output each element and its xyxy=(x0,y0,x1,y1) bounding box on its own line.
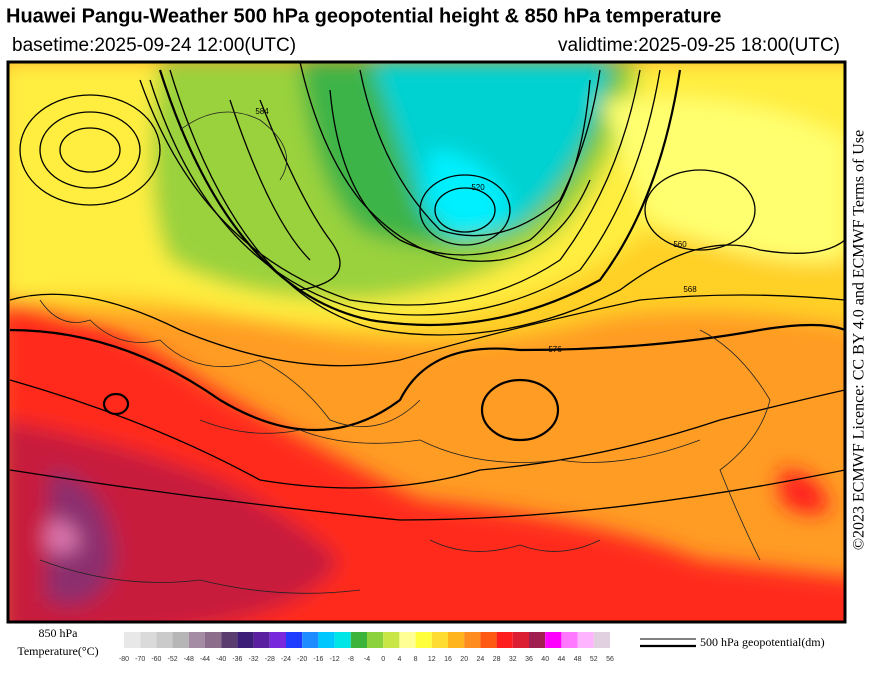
colorbar-swatch xyxy=(529,632,546,648)
colorbar-label: 12 xyxy=(428,656,436,663)
colorbar-swatch xyxy=(480,632,497,648)
colorbar-swatch xyxy=(205,632,222,648)
colorbar-swatch xyxy=(464,632,481,648)
colorbar-label: -32 xyxy=(249,656,259,663)
colorbar-swatch xyxy=(350,632,367,648)
colorbar-swatch xyxy=(253,632,270,648)
colorbar-swatch xyxy=(156,632,173,648)
colorbar-label: 20 xyxy=(460,656,468,663)
legend-title: 850 hPa xyxy=(39,626,79,640)
colorbar-swatch xyxy=(140,632,157,648)
colorbar-label: -4 xyxy=(364,656,370,663)
contour-label: 584 xyxy=(255,107,269,116)
contour-label: 568 xyxy=(683,285,697,294)
colorbar-swatch xyxy=(577,632,594,648)
colorbar-label: 36 xyxy=(525,656,533,663)
colorbar-label: 32 xyxy=(509,656,517,663)
colorbar-swatch xyxy=(124,632,141,648)
colorbar-label: -20 xyxy=(297,656,307,663)
colorbar-swatch xyxy=(415,632,432,648)
contour-labels: 520 568 576 584 560 xyxy=(255,107,697,354)
colorbar-label: 52 xyxy=(590,656,598,663)
colorbar-swatch xyxy=(221,632,238,648)
colorbar-label: 48 xyxy=(574,656,582,663)
colorbar-swatch xyxy=(545,632,562,648)
colorbar-swatch xyxy=(367,632,384,648)
colorbar-swatch xyxy=(318,632,335,648)
colorbar-label: 24 xyxy=(477,656,485,663)
colorbar-swatch xyxy=(496,632,513,648)
colorbar-swatch xyxy=(302,632,319,648)
colorbar-swatch xyxy=(448,632,465,648)
basetime: basetime:2025-09-24 12:00(UTC) xyxy=(12,35,296,56)
colorbar-swatch xyxy=(286,632,303,648)
contour-label: 560 xyxy=(673,240,687,249)
colorbar-label: -48 xyxy=(184,656,194,663)
colorbar-label: -16 xyxy=(313,656,323,663)
colorbar-label: 28 xyxy=(493,656,501,663)
colorbar-label: 16 xyxy=(444,656,452,663)
licence: ©2023 ECMWF Licence: CC BY 4.0 and ECMWF… xyxy=(851,130,868,550)
legend-title: Temperature(°C) xyxy=(17,644,98,658)
colorbar-label: 56 xyxy=(606,656,614,663)
legend-line-label: 500 hPa geopotential(dm) xyxy=(700,635,825,649)
colorbar-swatch xyxy=(269,632,286,648)
colorbar-swatch xyxy=(172,632,189,648)
colorbar-label: -24 xyxy=(281,656,291,663)
colorbar-label: 8 xyxy=(414,656,418,663)
colorbar-swatch xyxy=(431,632,448,648)
colorbar-label: -52 xyxy=(168,656,178,663)
colorbar-label: -80 xyxy=(119,656,129,663)
colorbar-swatch xyxy=(512,632,529,648)
colorbar-swatch xyxy=(237,632,254,648)
colorbar-label: 0 xyxy=(381,656,385,663)
colorbar-swatch xyxy=(383,632,400,648)
colorbar-swatch xyxy=(334,632,351,648)
contour-label: 576 xyxy=(548,345,562,354)
colorbar-label: -40 xyxy=(216,656,226,663)
colorbar-label: 40 xyxy=(541,656,549,663)
map-area: 520 568 576 584 560 xyxy=(8,62,845,622)
colorbar-label: -8 xyxy=(348,656,354,663)
colorbar-swatch xyxy=(561,632,578,648)
validtime: validtime:2025-09-25 18:00(UTC) xyxy=(558,35,840,56)
colorbar-swatch xyxy=(188,632,205,648)
title: Huawei Pangu-Weather 500 hPa geopotentia… xyxy=(6,5,721,27)
colorbar-swatch xyxy=(593,632,610,648)
colorbar-label: -28 xyxy=(265,656,275,663)
colorbar-label: -12 xyxy=(330,656,340,663)
colorbar-label: -44 xyxy=(200,656,210,663)
contour-label: 520 xyxy=(471,183,485,192)
colorbar-label: -70 xyxy=(135,656,145,663)
colorbar-label: -36 xyxy=(232,656,242,663)
colorbar-label: 44 xyxy=(558,656,566,663)
colorbar-swatch xyxy=(399,632,416,648)
map-frame xyxy=(6,60,847,624)
colorbar-label: -60 xyxy=(151,656,161,663)
colorbar: -80 -70 -60 -52 -48 -44 -40 -36 -32 -28 -24 -20 -16-… xyxy=(119,632,614,663)
colorbar-label: 4 xyxy=(397,656,401,663)
